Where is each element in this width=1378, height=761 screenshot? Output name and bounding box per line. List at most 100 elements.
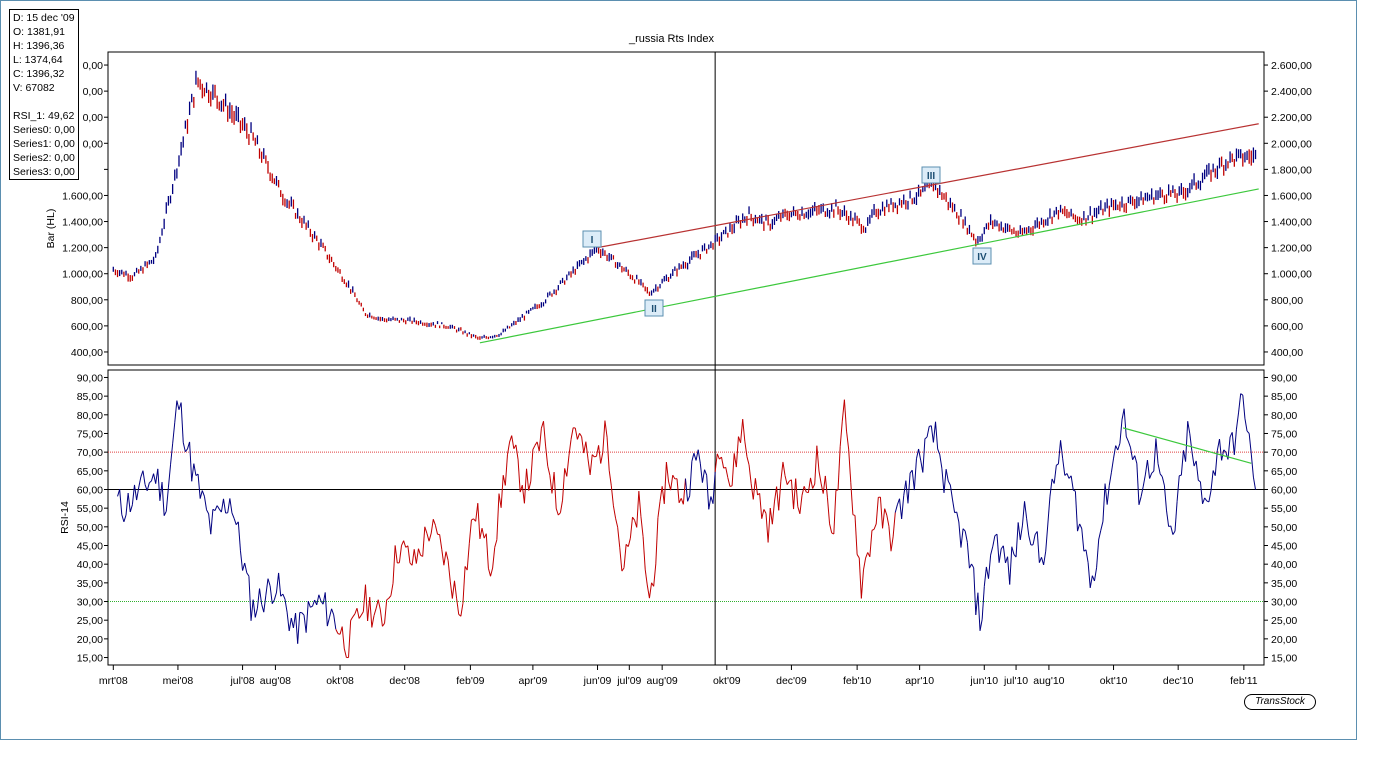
rsi-segment	[131, 484, 135, 505]
price-tick-label-left: 1.400,00	[62, 217, 103, 229]
price-tick-label-left: 1.000,00	[62, 269, 103, 281]
wave-label-box	[921, 166, 941, 184]
rsi-segment	[269, 585, 273, 604]
rsi-segment	[837, 446, 841, 490]
rsi-segment	[314, 599, 318, 606]
rsi-segment	[905, 480, 909, 504]
rsi-segment	[621, 567, 625, 572]
rsi-segment	[123, 514, 127, 523]
rsi-segment	[922, 438, 926, 473]
rsi-segment	[170, 443, 174, 465]
rsi-segment	[237, 521, 241, 551]
rsi-segment	[360, 611, 364, 616]
rsi-segment	[627, 538, 631, 547]
rsi-segment	[553, 472, 557, 509]
rsi-segment	[595, 445, 600, 457]
rsi-segment	[333, 614, 337, 630]
rsi-segment	[570, 427, 574, 440]
price-tick-label-right: 2.200,00	[1271, 112, 1312, 124]
rsi-segment	[767, 507, 771, 543]
rsi-tick-label-right: 60,00	[1271, 484, 1297, 496]
rsi-segment	[744, 440, 748, 457]
rsi-segment	[903, 480, 907, 496]
rsi-segment	[549, 475, 553, 494]
rsi-segment	[784, 475, 788, 485]
rsi-segment	[386, 597, 390, 601]
rsi-tick-label-right: 65,00	[1271, 466, 1297, 478]
rsi-segment	[697, 449, 701, 464]
rsi-segment	[373, 608, 377, 616]
rsi-segment	[1149, 472, 1153, 479]
trendline-lower	[479, 188, 1259, 344]
rsi-segment	[528, 481, 532, 491]
rsi-segment	[182, 442, 186, 452]
rsi-segment	[814, 445, 818, 485]
rsi-segment	[1038, 557, 1042, 563]
rsi-tick-label-left: 25,00	[77, 615, 103, 627]
rsi-segment	[358, 614, 362, 619]
rsi-segment	[1208, 490, 1212, 503]
rsi-segment	[509, 435, 513, 443]
rsi-segment	[941, 468, 945, 493]
rsi-segment	[443, 551, 447, 566]
price-tick-label-right: 1.200,00	[1271, 243, 1312, 255]
rsi-segment	[879, 497, 884, 529]
rsi-segment	[708, 496, 712, 510]
rsi-segment	[432, 519, 436, 526]
rsi-segment	[824, 475, 828, 498]
rsi-segment	[371, 615, 375, 628]
rsi-segment	[250, 599, 254, 621]
rsi-segment	[894, 504, 898, 513]
rsi-segment	[180, 402, 184, 443]
rsi-segment	[839, 420, 843, 447]
rsi-segment	[216, 505, 220, 510]
rsi-segment	[1057, 440, 1062, 464]
rsi-segment	[142, 470, 146, 485]
rsi-segment	[998, 548, 1002, 563]
rsi-segment	[479, 528, 483, 539]
rsi-segment	[1252, 476, 1257, 490]
rsi-series	[117, 393, 1257, 659]
rsi-segment	[1041, 557, 1045, 566]
rsi-segment	[1021, 501, 1026, 526]
price-axis-title: Bar (HL)	[45, 209, 57, 249]
wave-label: I	[591, 235, 594, 246]
rsi-tick-label-left: 20,00	[77, 634, 103, 646]
rsi-segment	[263, 594, 267, 613]
rsi-segment	[326, 617, 330, 627]
rsi-segment	[733, 453, 737, 468]
wave-label: IV	[977, 252, 987, 263]
brand-badge[interactable]: TransStock	[1244, 694, 1316, 710]
rsi-tick-label-right: 30,00	[1271, 597, 1297, 609]
rsi-segment	[206, 509, 210, 515]
rsi-segment	[926, 426, 930, 438]
rsi-segment	[822, 475, 826, 494]
rsi-segment	[557, 512, 561, 516]
rsi-segment	[826, 497, 831, 524]
rsi-tick-label-right: 70,00	[1271, 447, 1297, 459]
rsi-segment	[930, 425, 934, 443]
rsi-segment	[1070, 475, 1074, 491]
rsi-segment	[924, 436, 928, 440]
rsi-segment	[1115, 445, 1119, 451]
rsi-segment	[699, 463, 703, 483]
rsi-segment	[1187, 421, 1191, 434]
rsi-segment	[742, 419, 746, 442]
rsi-tick-label-right: 80,00	[1271, 410, 1297, 422]
x-tick-label: aug'09	[647, 675, 678, 687]
rsi-segment	[466, 543, 470, 571]
rsi-segment	[506, 441, 511, 455]
rsi-segment	[899, 498, 903, 520]
rsi-segment	[129, 504, 133, 513]
rsi-segment	[1081, 528, 1085, 552]
rsi-segment	[271, 599, 275, 604]
info-series2: Series2: 0,00	[13, 152, 75, 164]
rsi-segment	[246, 572, 250, 577]
rsi-segment	[803, 486, 807, 493]
rsi-segment	[242, 562, 246, 571]
rsi-segment	[1238, 393, 1242, 413]
rsi-segment	[148, 480, 152, 484]
rsi-segment	[812, 483, 816, 489]
rsi-segment	[144, 484, 148, 491]
